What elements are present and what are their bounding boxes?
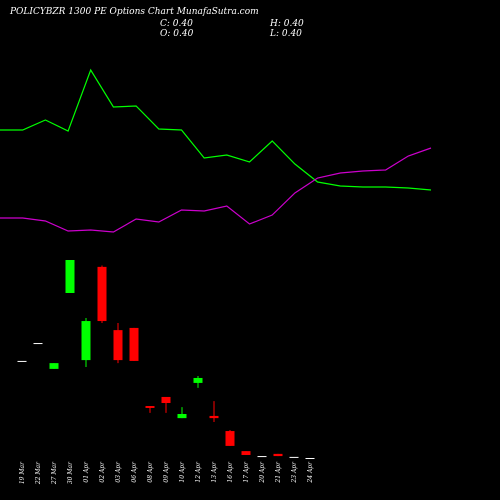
x-tick-label: 19 Mar — [19, 461, 26, 484]
candle-body — [33, 343, 43, 345]
info-low: L: 0.40 — [269, 29, 302, 39]
x-tick-label: 23 Apr — [291, 461, 298, 484]
x-tick-label: 12 Apr — [195, 461, 202, 483]
indicator-line — [0, 68, 432, 191]
candle-body — [177, 414, 187, 419]
info-high: H: 0.40 — [269, 19, 304, 29]
x-tick-label: 21 Apr — [275, 461, 282, 484]
x-tick-label: 06 Apr — [131, 461, 138, 483]
candle-body — [17, 360, 27, 362]
candle-body — [97, 266, 107, 322]
x-tick-label: 03 Apr — [115, 461, 122, 483]
x-tick-label: 10 Apr — [179, 461, 186, 483]
candle-body — [65, 260, 75, 293]
x-tick-label: 16 Apr — [227, 461, 234, 483]
x-tick-label: 24 Apr — [307, 461, 314, 484]
candle-body — [113, 330, 123, 361]
chart-title: POLICYBZR 1300 PE Options Chart MunafaSu… — [9, 7, 259, 17]
x-tick-label: 30 Mar — [67, 461, 74, 484]
x-tick-label: 02 Apr — [99, 461, 106, 483]
candle-body — [305, 458, 315, 459]
candle-body — [241, 451, 251, 455]
x-tick-label: 27 Mar — [51, 461, 58, 485]
candle-body — [225, 431, 235, 446]
candle-body — [289, 456, 299, 458]
candle-body — [145, 406, 155, 408]
x-tick-label: 13 Apr — [211, 461, 218, 483]
candle-body — [49, 363, 59, 369]
candle-body — [209, 415, 219, 419]
x-tick-label: 09 Apr — [163, 461, 170, 483]
candle-body — [193, 377, 203, 383]
x-tick-label: 20 Apr — [259, 461, 266, 484]
info-close: C: 0.40 — [160, 19, 193, 29]
indicator-line — [0, 147, 432, 233]
candle-body — [273, 453, 283, 457]
x-tick-label: 01 Apr — [83, 461, 90, 483]
candle-body — [257, 456, 267, 458]
x-tick-label: 17 Apr — [243, 461, 250, 483]
info-open: O: 0.40 — [160, 29, 194, 39]
x-tick-label: 08 Apr — [147, 461, 154, 483]
candle-body — [129, 327, 139, 361]
x-tick-label: 22 Mar — [35, 461, 42, 485]
candle-body — [81, 321, 91, 361]
candle-body — [161, 396, 171, 403]
